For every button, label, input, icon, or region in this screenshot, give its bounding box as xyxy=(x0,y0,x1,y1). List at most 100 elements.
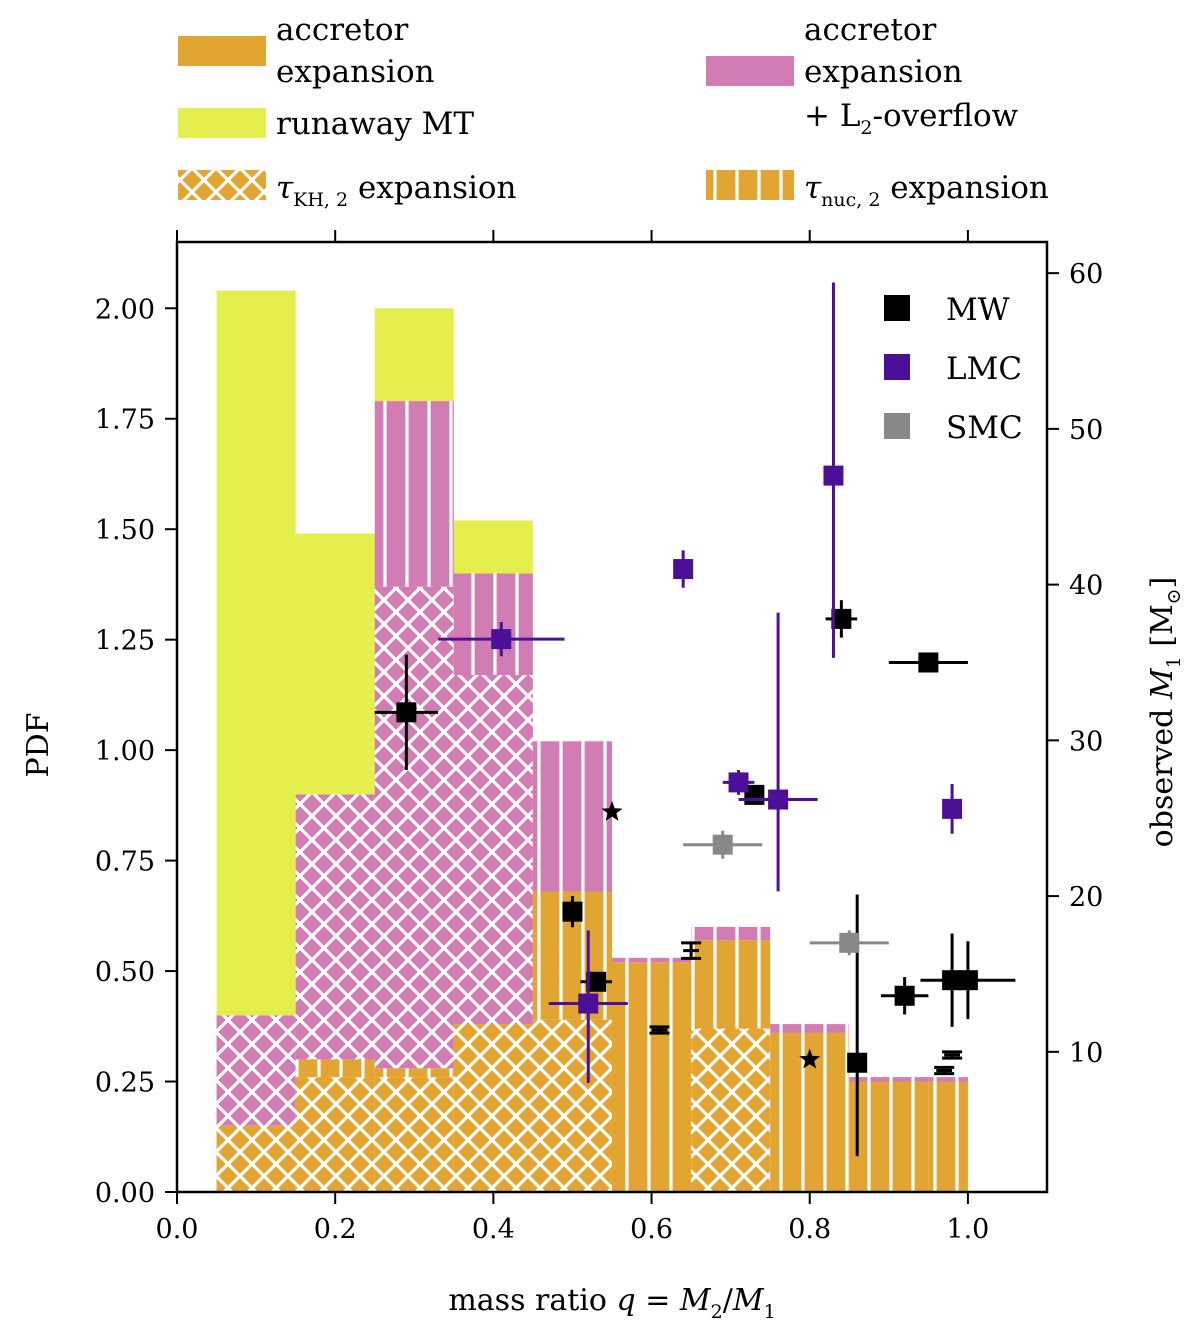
obs-square-marker xyxy=(768,789,789,810)
obs-point-mw-9 xyxy=(942,933,963,1027)
bar-l2-kh-hatch-0 xyxy=(216,1015,296,1126)
obs-square-marker xyxy=(942,970,963,991)
y-tick-label-0: 0.00 xyxy=(95,1178,155,1209)
bar-kh-hatch-2 xyxy=(374,1077,454,1192)
legend-item-runaway-mt: runaway MT xyxy=(178,106,474,142)
bar-group-0 xyxy=(216,290,296,1192)
bar-kh-hatch-6 xyxy=(691,1028,771,1192)
obs-point-mw-8 xyxy=(920,941,1016,1020)
bar-kh-hatch-3 xyxy=(453,1024,533,1192)
x-tick-label-2: 0.4 xyxy=(472,1214,515,1245)
y2-axis-label-sun: ⊙ xyxy=(1163,588,1185,604)
legend-marker-lmc xyxy=(884,354,910,380)
y2-tick-label-2: 30 xyxy=(1069,726,1103,757)
x-axis-label-m1sub: 1 xyxy=(764,1301,776,1323)
obs-point-mw-12 xyxy=(942,1050,963,1060)
x-tick-label-0: 0.0 xyxy=(156,1214,199,1245)
y-tick-label-4: 1.00 xyxy=(95,736,155,767)
bar-group-3 xyxy=(453,520,533,1192)
y2-axis-label-unit: [M xyxy=(1145,604,1180,656)
obs-square-marker xyxy=(562,901,583,922)
y2-tick-label-4: 50 xyxy=(1069,415,1103,446)
legend-label-nuc-rest: expansion xyxy=(880,170,1048,206)
obs-point-lmc-19 xyxy=(722,769,755,795)
bar-l2-nuc-hatch-7 xyxy=(770,1024,850,1033)
legend-label-runaway-mt: runaway MT xyxy=(276,106,474,142)
bar-group-5 xyxy=(612,957,692,1192)
legend-label-kh: τKH, 2 expansion xyxy=(276,170,517,211)
x-axis-label-m1: M xyxy=(732,1283,765,1318)
y-axis-label: PDF xyxy=(21,712,56,777)
bar-l2-nuc-hatch-4 xyxy=(532,741,612,892)
y-tick-label-1: 0.25 xyxy=(95,1068,155,1099)
x-axis-label: mass ratio q = M2/M1 xyxy=(448,1283,775,1323)
legend-top: accretor expansion runaway MT τKH, 2 exp… xyxy=(178,12,1049,211)
x-tick-label-1: 0.2 xyxy=(314,1214,357,1245)
legend-label-l2-plus: + L xyxy=(804,98,860,134)
obs-square-marker xyxy=(491,629,512,650)
obs-point-mw-4 xyxy=(825,600,858,638)
y2-axis-label: observed M1 [M⊙] xyxy=(1145,577,1185,848)
obs-point-lmc-21 xyxy=(942,783,963,834)
y-tick-label-8: 2.00 xyxy=(95,294,155,325)
y2-axis-label-prefix: observed xyxy=(1145,699,1180,847)
obs-point-lmc-17 xyxy=(673,550,694,588)
obs-square-marker xyxy=(942,798,963,819)
obs-point-mw-0 xyxy=(374,654,438,770)
legend-item-accretor-expansion: accretor expansion xyxy=(178,12,435,90)
obs-square-marker xyxy=(728,772,749,793)
bar-runaway-0 xyxy=(216,290,296,1016)
obs-point-lmc-22 xyxy=(548,930,628,1083)
bar-runaway-2 xyxy=(374,308,454,402)
obs-square-marker xyxy=(712,834,733,855)
obs-point-lmc-20 xyxy=(738,612,818,892)
obs-point-mw-13 xyxy=(934,1065,955,1076)
bar-nuc-hatch-2 xyxy=(374,1068,454,1078)
bar-group-8 xyxy=(849,1077,929,1192)
y2-tick-label-3: 40 xyxy=(1069,571,1103,602)
obs-point-mw-1 xyxy=(562,896,583,928)
bar-kh-hatch-4 xyxy=(532,1019,612,1192)
bar-group-4 xyxy=(532,741,612,1192)
bar-nuc-hatch-6 xyxy=(691,940,771,1029)
x-axis-label-m2sub: 2 xyxy=(711,1301,723,1323)
legend-label-kh-rest: expansion xyxy=(348,170,516,206)
obs-point-mw-15 xyxy=(799,1048,821,1069)
y2-axis-label-close: ] xyxy=(1145,577,1180,589)
bar-kh-hatch-0 xyxy=(216,1125,296,1192)
x-tick-label-3: 0.6 xyxy=(630,1214,673,1245)
legend-label-l2-line1: accretor xyxy=(804,12,936,48)
bar-l2-nuc-hatch-5 xyxy=(612,957,692,963)
legend-label-l2-line2: expansion xyxy=(804,54,963,90)
bar-l2-nuc-hatch-2 xyxy=(374,401,454,587)
x-tick-label-4: 0.8 xyxy=(788,1214,831,1245)
obs-square-marker xyxy=(847,1052,868,1073)
y-tick-label-3: 0.75 xyxy=(95,847,155,878)
legend-label-kh-tau: τ xyxy=(276,170,294,206)
bar-nuc-hatch-5 xyxy=(612,962,692,1192)
legend-swatch-kh-hatch xyxy=(178,170,266,200)
obs-square-marker xyxy=(673,559,694,580)
bar-l2-kh-hatch-1 xyxy=(295,794,375,1060)
obs-point-mw-10 xyxy=(681,941,702,960)
bar-l2-nuc-hatch-9 xyxy=(928,1077,968,1082)
legend-label-kh-sub: KH, 2 xyxy=(293,189,348,211)
plot-frame xyxy=(175,240,1049,1194)
obs-star-marker xyxy=(601,801,623,821)
obs-square-marker xyxy=(957,970,978,991)
bar-l2-kh-hatch-3 xyxy=(453,675,533,1025)
legend-label-lmc: LMC xyxy=(946,351,1022,387)
y-tick-label-5: 1.25 xyxy=(95,626,155,657)
y2-tick-label-0: 10 xyxy=(1069,1038,1103,1069)
bar-runaway-3 xyxy=(453,520,533,574)
x-axis-label-q: q xyxy=(616,1283,635,1318)
legend-item-l2-overflow: accretor expansion + L2-overflow xyxy=(706,12,1019,139)
legend-label-l2-overflow: -overflow xyxy=(873,98,1019,134)
obs-point-lmc-18 xyxy=(823,282,844,658)
obs-point-mw-7 xyxy=(880,977,929,1015)
legend-label-mw: MW xyxy=(946,292,1010,328)
y-tick-label-6: 1.50 xyxy=(95,515,155,546)
obs-square-marker xyxy=(823,465,844,486)
bar-kh-hatch-1 xyxy=(295,1077,375,1192)
